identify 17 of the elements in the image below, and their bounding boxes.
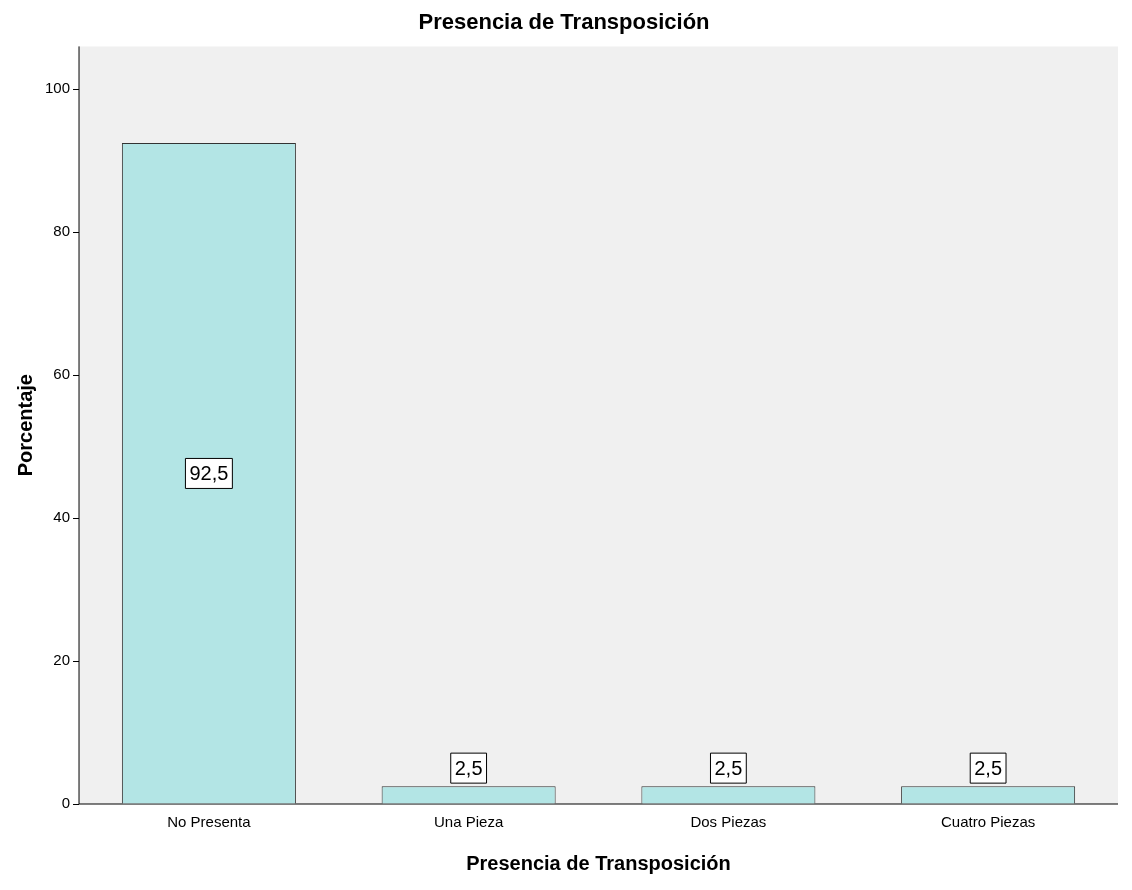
x-axis-title: Presencia de Transposición	[466, 851, 731, 874]
y-tick-label: 0	[61, 794, 71, 812]
x-tick-label: Una Pieza	[434, 813, 504, 831]
data-label: 2,5	[454, 756, 483, 779]
x-tick-label: No Presenta	[167, 813, 252, 831]
y-tick-label: 80	[53, 222, 71, 240]
y-tick-label: 100	[45, 79, 71, 97]
data-label: 92,5	[189, 461, 229, 484]
y-tick-label: 40	[53, 508, 71, 526]
data-label: 2,5	[974, 756, 1003, 779]
y-axis-title: Porcentaje	[13, 374, 36, 477]
y-tick-label: 60	[53, 365, 71, 383]
y-tick-label: 20	[53, 651, 71, 669]
chart-title: Presencia de Transposición	[418, 9, 710, 35]
data-label: 2,5	[714, 756, 743, 779]
x-tick-label: Cuatro Piezas	[941, 813, 1036, 831]
x-tick-label: Dos Piezas	[690, 813, 767, 831]
